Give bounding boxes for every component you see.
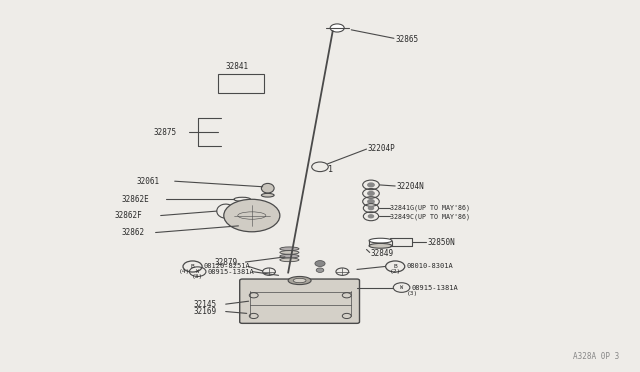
Circle shape xyxy=(368,183,374,187)
Text: (4): (4) xyxy=(179,269,190,274)
Text: 32061: 32061 xyxy=(136,177,159,186)
Ellipse shape xyxy=(330,24,344,32)
Text: 32169: 32169 xyxy=(194,307,217,316)
Text: A328A 0P 3: A328A 0P 3 xyxy=(573,352,620,361)
Text: 08010-8301A: 08010-8301A xyxy=(406,263,452,269)
Text: 32849: 32849 xyxy=(371,249,394,258)
Text: 1: 1 xyxy=(328,165,333,174)
Ellipse shape xyxy=(293,278,306,283)
Ellipse shape xyxy=(280,258,299,262)
FancyBboxPatch shape xyxy=(240,279,360,323)
Text: B: B xyxy=(394,264,397,269)
Text: (2): (2) xyxy=(390,269,401,274)
Circle shape xyxy=(369,207,374,210)
Text: 32879: 32879 xyxy=(215,257,238,267)
Circle shape xyxy=(368,200,374,203)
Text: 32145: 32145 xyxy=(194,300,217,309)
Circle shape xyxy=(369,215,374,218)
Text: 32841: 32841 xyxy=(226,61,249,71)
Text: (3): (3) xyxy=(406,291,418,296)
Text: 32841G(UP TO MAY'86): 32841G(UP TO MAY'86) xyxy=(390,205,470,211)
Text: 32850N: 32850N xyxy=(427,238,455,247)
Ellipse shape xyxy=(261,183,274,193)
Text: 32865: 32865 xyxy=(395,35,419,44)
Circle shape xyxy=(315,260,325,266)
Circle shape xyxy=(316,268,324,272)
Text: 32862F: 32862F xyxy=(115,211,143,220)
Text: 08915-1381A: 08915-1381A xyxy=(411,285,458,291)
Ellipse shape xyxy=(369,243,392,248)
Circle shape xyxy=(368,192,374,195)
Text: 08915-1381A: 08915-1381A xyxy=(207,269,254,275)
Text: 32862E: 32862E xyxy=(121,195,149,204)
Text: 32849C(UP TO MAY'86): 32849C(UP TO MAY'86) xyxy=(390,213,470,219)
Text: 08120-8251A: 08120-8251A xyxy=(204,263,250,269)
Text: W: W xyxy=(196,269,199,274)
Ellipse shape xyxy=(369,238,392,243)
Ellipse shape xyxy=(288,276,311,285)
Ellipse shape xyxy=(280,247,299,251)
Ellipse shape xyxy=(280,251,299,254)
Circle shape xyxy=(224,199,280,232)
Text: 32862: 32862 xyxy=(121,228,144,237)
Ellipse shape xyxy=(261,193,274,197)
Text: 32204N: 32204N xyxy=(396,182,424,191)
Ellipse shape xyxy=(280,254,299,258)
Text: 32204P: 32204P xyxy=(368,144,396,153)
Bar xyxy=(218,74,264,93)
Text: (3): (3) xyxy=(192,274,204,279)
Text: W: W xyxy=(400,285,403,290)
Text: 32875: 32875 xyxy=(153,128,176,137)
Text: B: B xyxy=(191,264,195,269)
